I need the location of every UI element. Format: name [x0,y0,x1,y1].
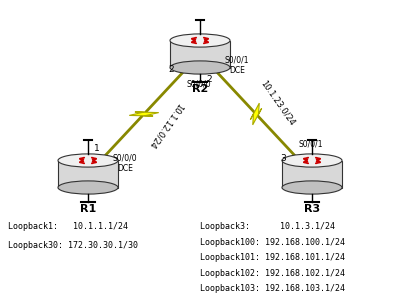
Ellipse shape [58,154,118,167]
Text: R2: R2 [192,84,208,94]
Bar [170,40,230,68]
Text: R3: R3 [304,204,320,214]
Text: 10.1.23.0/24: 10.1.23.0/24 [258,79,296,127]
Text: 1: 1 [94,144,100,153]
Text: Loopback102: 192.168.102.1/24: Loopback102: 192.168.102.1/24 [200,269,345,278]
Text: Loopback3:      10.1.3.1/24: Loopback3: 10.1.3.1/24 [200,222,335,231]
Text: S0/0/1
DCE: S0/0/1 DCE [225,55,249,75]
Text: 2: 2 [206,75,212,84]
Text: Loopback100: 192.168.100.1/24: Loopback100: 192.168.100.1/24 [200,238,345,247]
Text: 3: 3 [280,154,286,163]
FancyArrowPatch shape [316,160,320,163]
Ellipse shape [170,34,230,47]
Polygon shape [250,103,262,125]
Ellipse shape [282,154,342,167]
Text: Loopback1:   10.1.1.1/24: Loopback1: 10.1.1.1/24 [8,222,128,231]
FancyArrowPatch shape [192,40,196,43]
FancyArrowPatch shape [80,160,84,163]
Text: S0/0/0: S0/0/0 [187,80,211,88]
Text: Loopback101: 192.168.101.1/24: Loopback101: 192.168.101.1/24 [200,253,345,262]
FancyArrowPatch shape [304,158,308,161]
Ellipse shape [170,61,230,74]
Polygon shape [129,112,159,116]
FancyArrowPatch shape [204,40,208,43]
Ellipse shape [58,181,118,194]
Text: 10.1.12.0/24: 10.1.12.0/24 [146,101,184,149]
Text: 2: 2 [168,65,174,74]
FancyArrowPatch shape [80,158,84,161]
FancyArrowPatch shape [304,160,308,163]
Text: S0/0/0
DCE: S0/0/0 DCE [113,153,137,173]
FancyArrowPatch shape [204,38,208,41]
FancyArrowPatch shape [316,158,320,161]
Text: S0/0/1: S0/0/1 [299,140,323,148]
Text: R1: R1 [80,204,96,214]
FancyArrowPatch shape [192,38,196,41]
Text: Loopback30: 172.30.30.1/30: Loopback30: 172.30.30.1/30 [8,242,138,250]
FancyArrowPatch shape [92,160,96,163]
Bar [58,160,118,188]
Bar [282,160,342,188]
FancyArrowPatch shape [92,158,96,161]
Ellipse shape [282,181,342,194]
Text: Loopback103: 192.168.103.1/24: Loopback103: 192.168.103.1/24 [200,284,345,293]
